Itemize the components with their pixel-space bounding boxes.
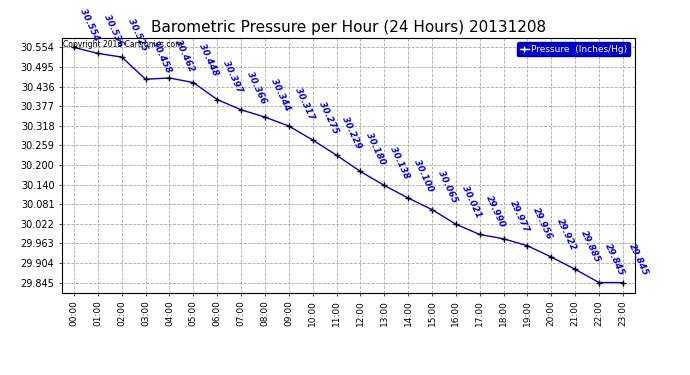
Text: 30.448: 30.448: [197, 42, 220, 78]
Text: 30.065: 30.065: [436, 170, 459, 205]
Title: Barometric Pressure per Hour (24 Hours) 20131208: Barometric Pressure per Hour (24 Hours) …: [151, 20, 546, 35]
Text: 30.397: 30.397: [221, 59, 244, 94]
Text: 29.845: 29.845: [627, 242, 650, 278]
Text: 30.458: 30.458: [150, 39, 172, 74]
Text: 29.885: 29.885: [580, 229, 602, 264]
Text: 29.956: 29.956: [531, 206, 554, 241]
Text: 29.845: 29.845: [603, 242, 626, 278]
Text: Copyright 2013 Cartronics.com: Copyright 2013 Cartronics.com: [63, 40, 183, 49]
Text: 29.977: 29.977: [508, 199, 531, 234]
Text: 30.100: 30.100: [412, 158, 435, 193]
Text: 30.554: 30.554: [78, 8, 101, 42]
Text: 30.344: 30.344: [269, 77, 292, 112]
Text: 30.138: 30.138: [388, 145, 411, 180]
Text: 30.366: 30.366: [245, 70, 268, 105]
Text: 30.021: 30.021: [460, 184, 483, 219]
Text: 30.536: 30.536: [102, 13, 125, 48]
Text: 30.180: 30.180: [364, 131, 387, 166]
Text: 30.229: 30.229: [341, 115, 364, 150]
Text: 29.922: 29.922: [555, 217, 578, 252]
Text: 30.525: 30.525: [126, 17, 149, 52]
Text: 29.990: 29.990: [484, 194, 506, 230]
Text: 30.462: 30.462: [174, 38, 197, 73]
Legend: Pressure  (Inches/Hg): Pressure (Inches/Hg): [517, 42, 630, 56]
Text: 30.317: 30.317: [293, 86, 316, 121]
Text: 30.275: 30.275: [317, 100, 339, 135]
